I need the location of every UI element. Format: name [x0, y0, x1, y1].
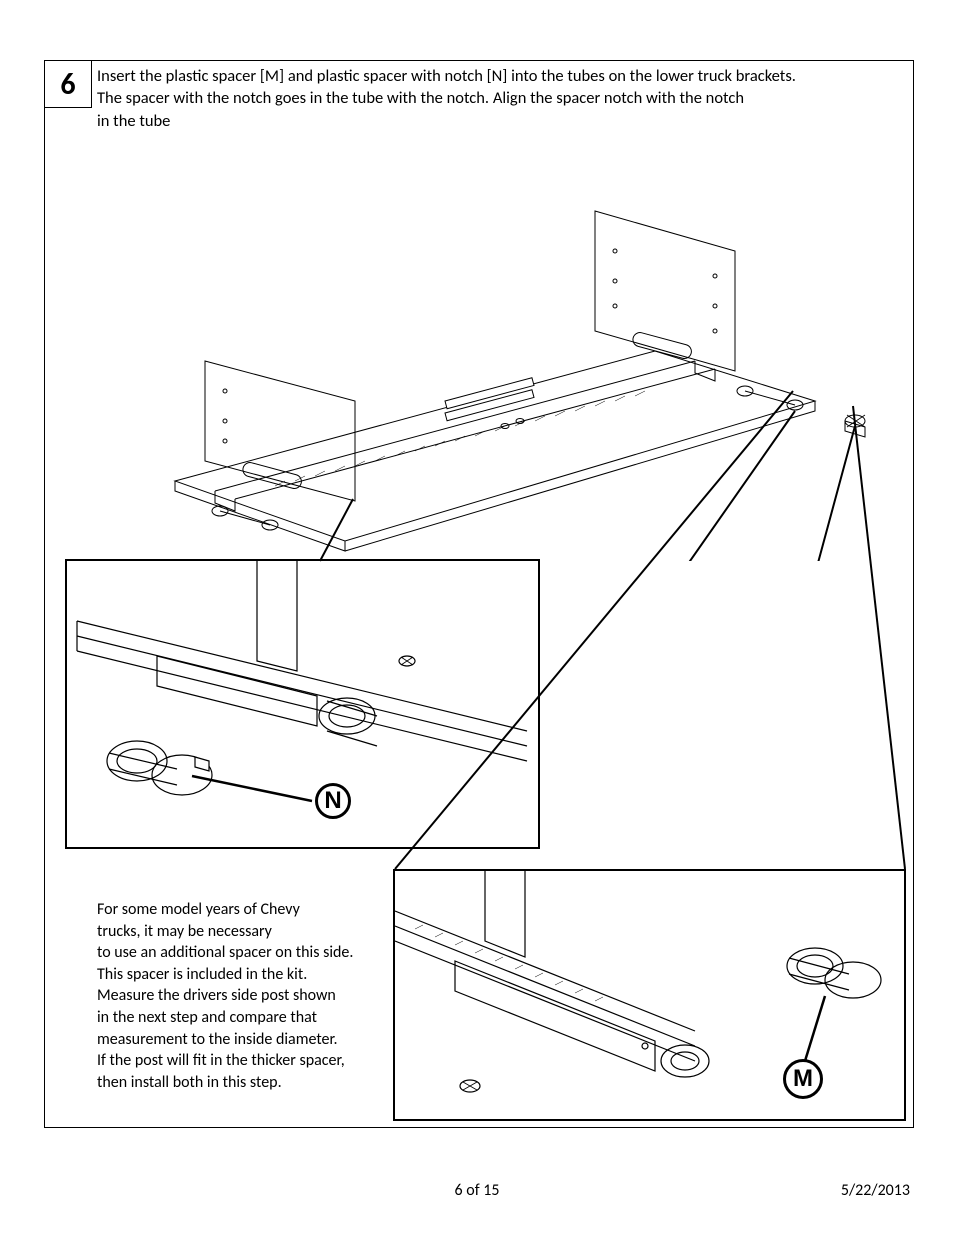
detail-n-diagram: [67, 561, 538, 847]
footer-date: 5/22/2013: [841, 1181, 910, 1200]
instruction-line-3: in the tube: [97, 111, 170, 131]
callout-n-label: N: [324, 787, 341, 815]
note-line-4: This spacer is included in the kit.: [97, 965, 307, 984]
note-line-5: Measure the drivers side post shown: [97, 986, 336, 1005]
note-line-8: If the post will fit in the thicker spac…: [97, 1051, 345, 1070]
step-number: 6: [60, 66, 75, 103]
callout-m-label: M: [793, 1065, 813, 1093]
detail-view-n: N: [65, 559, 540, 849]
detail-m-diagram: [395, 871, 904, 1119]
note-line-1: For some model years of Chevy: [97, 900, 300, 919]
step-instruction: Insert the plastic spacer [M] and plasti…: [97, 65, 903, 132]
instruction-line-2: The spacer with the notch goes in the tu…: [97, 88, 744, 108]
instruction-line-1: Insert the plastic spacer [M] and plasti…: [97, 66, 796, 86]
main-assembly-diagram: [95, 141, 875, 561]
note-line-7: measurement to the inside diameter.: [97, 1030, 338, 1049]
note-line-3: to use an additional spacer on this side…: [97, 943, 353, 962]
note-line-2: trucks, it may be necessary: [97, 922, 272, 941]
page: 6 Insert the plastic spacer [M] and plas…: [0, 0, 954, 1235]
step-container: 6 Insert the plastic spacer [M] and plas…: [44, 60, 914, 1128]
callout-m: M: [783, 1059, 823, 1099]
note-line-6: in the next step and compare that: [97, 1008, 317, 1027]
detail-view-m: M: [393, 869, 906, 1121]
note-text: For some model years of Chevy trucks, it…: [97, 899, 397, 1093]
page-footer: 6 of 15 5/22/2013: [0, 1181, 954, 1205]
note-line-9: then install both in this step.: [97, 1073, 282, 1092]
step-number-box: 6: [44, 60, 92, 108]
callout-n: N: [315, 783, 351, 819]
page-number: 6 of 15: [0, 1181, 954, 1200]
